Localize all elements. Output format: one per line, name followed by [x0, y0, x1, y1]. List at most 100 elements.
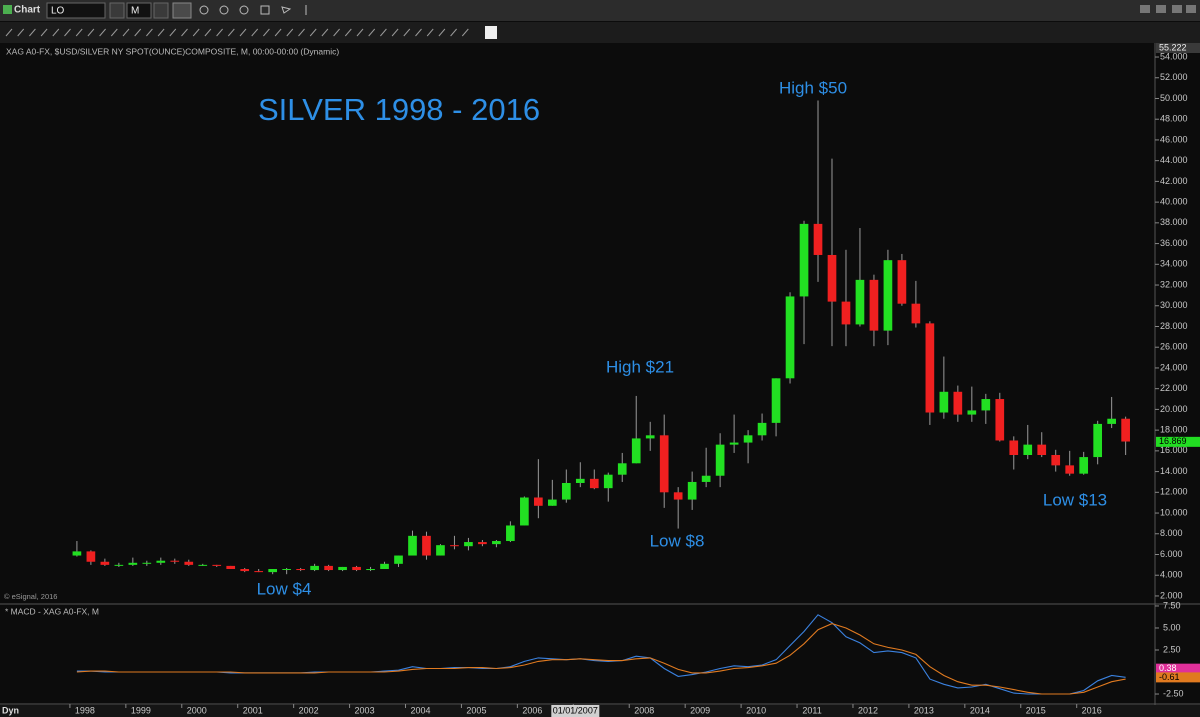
tool-icon [391, 28, 399, 37]
x-tick-label: 2009 [690, 705, 710, 715]
candle-body [841, 301, 851, 325]
draw-button[interactable] [172, 2, 192, 19]
candle-body [296, 569, 305, 571]
x-tick-label: 2010 [746, 705, 766, 715]
x-tick-label: 2016 [1082, 705, 1102, 715]
candle-body [324, 565, 333, 571]
tool-icon [99, 28, 106, 37]
window-controls[interactable] [1140, 5, 1196, 13]
tool-icon [40, 28, 48, 37]
candle-body [184, 561, 194, 565]
y-tick-label: 2.000 [1160, 590, 1183, 600]
candle-body [1121, 418, 1130, 442]
candle-body [659, 435, 669, 493]
app-icon [3, 5, 12, 14]
candle-body [422, 535, 431, 556]
candle-body [757, 422, 767, 436]
tool-icon [122, 28, 130, 37]
candle-body [645, 435, 655, 439]
candle-body [995, 399, 1005, 441]
candle-body [1107, 418, 1116, 424]
footer-label: Dyn [2, 705, 19, 715]
candle-body [170, 560, 180, 562]
candle-body [687, 481, 697, 500]
candle-body [520, 497, 529, 526]
series-header: XAG A0-FX, $USD/SILVER NY SPOT(OUNCE)COM… [6, 46, 339, 56]
symbol-text: LO [51, 6, 65, 17]
candle-body [1065, 465, 1075, 474]
y-tick-label: 32.000 [1160, 279, 1188, 289]
price-tag-label: -0.61 [1159, 672, 1180, 682]
tool-icon [157, 28, 165, 37]
candle-body [492, 541, 501, 545]
candle-body [897, 260, 907, 304]
tool-icon [5, 28, 13, 37]
candle-body [380, 563, 389, 570]
y-tick-label: 2.50 [1163, 644, 1181, 654]
x-tick-label: 2004 [410, 705, 430, 715]
x-tick-label: 2001 [243, 705, 263, 715]
candle-body [338, 566, 347, 571]
tool-icon [134, 28, 142, 37]
candle-body [547, 499, 557, 506]
candle-body [282, 569, 291, 571]
lock-button[interactable] [485, 26, 497, 39]
y-tick-label: 54.000 [1160, 51, 1188, 61]
candle-body [408, 535, 417, 556]
tool-icon [298, 28, 305, 37]
tool-icon [204, 28, 212, 37]
y-tick-label: 24.000 [1160, 362, 1188, 372]
candle-body [1023, 444, 1033, 456]
symbol-input[interactable] [46, 2, 106, 19]
settings-button[interactable] [109, 2, 125, 19]
tool-icon [356, 28, 364, 37]
candle-body [156, 560, 166, 563]
x-tick-label: 2006 [522, 705, 542, 715]
tool-icon [64, 28, 71, 37]
candle-body [366, 569, 375, 571]
indicator-line [76, 623, 1126, 695]
y-tick-label: 40.000 [1160, 196, 1188, 206]
candle-body [925, 323, 935, 413]
interval-button[interactable] [153, 2, 169, 19]
price-tag-label: 0.38 [1159, 663, 1177, 673]
y-tick-label: 42.000 [1160, 176, 1188, 186]
tool-icon [309, 28, 317, 37]
y-tick-label: 36.000 [1160, 238, 1188, 248]
candle-body [967, 410, 977, 415]
candle-body [1051, 455, 1061, 466]
y-tick-label: 4.000 [1160, 570, 1183, 580]
y-tick-label: 44.000 [1160, 155, 1188, 165]
annotation: Low $13 [1043, 490, 1107, 509]
price-tag-label: 16.869 [1159, 436, 1187, 446]
candle-body [883, 260, 893, 331]
y-tick-label: 14.000 [1160, 466, 1188, 476]
x-tick-label: 2012 [858, 705, 878, 715]
candle-body [506, 525, 515, 542]
candle-body [226, 565, 236, 570]
y-tick-label: 46.000 [1160, 134, 1188, 144]
candle-body [799, 223, 809, 297]
candle-body [813, 223, 823, 255]
candle-body [631, 438, 641, 464]
interval-input[interactable] [126, 2, 152, 19]
candle-body [1093, 423, 1103, 458]
candle-body [743, 435, 753, 443]
x-tick-label: 2013 [914, 705, 934, 715]
tool-icon [426, 28, 434, 37]
drawing-tools[interactable] [5, 28, 469, 37]
y-tick-label: 52.000 [1160, 72, 1188, 82]
candle-body [729, 442, 739, 445]
y-tick-label: 5.00 [1163, 622, 1181, 632]
candle-body [855, 279, 865, 325]
price-tag [1156, 436, 1200, 447]
window-title: Chart [14, 5, 41, 16]
x-tick-label: 01/01/2007 [553, 705, 598, 715]
chart-title: SILVER 1998 - 2016 [258, 92, 540, 127]
candle-body [603, 474, 613, 489]
candle-body [436, 545, 445, 556]
tool-icon [251, 28, 259, 37]
tool-icon [110, 28, 118, 37]
